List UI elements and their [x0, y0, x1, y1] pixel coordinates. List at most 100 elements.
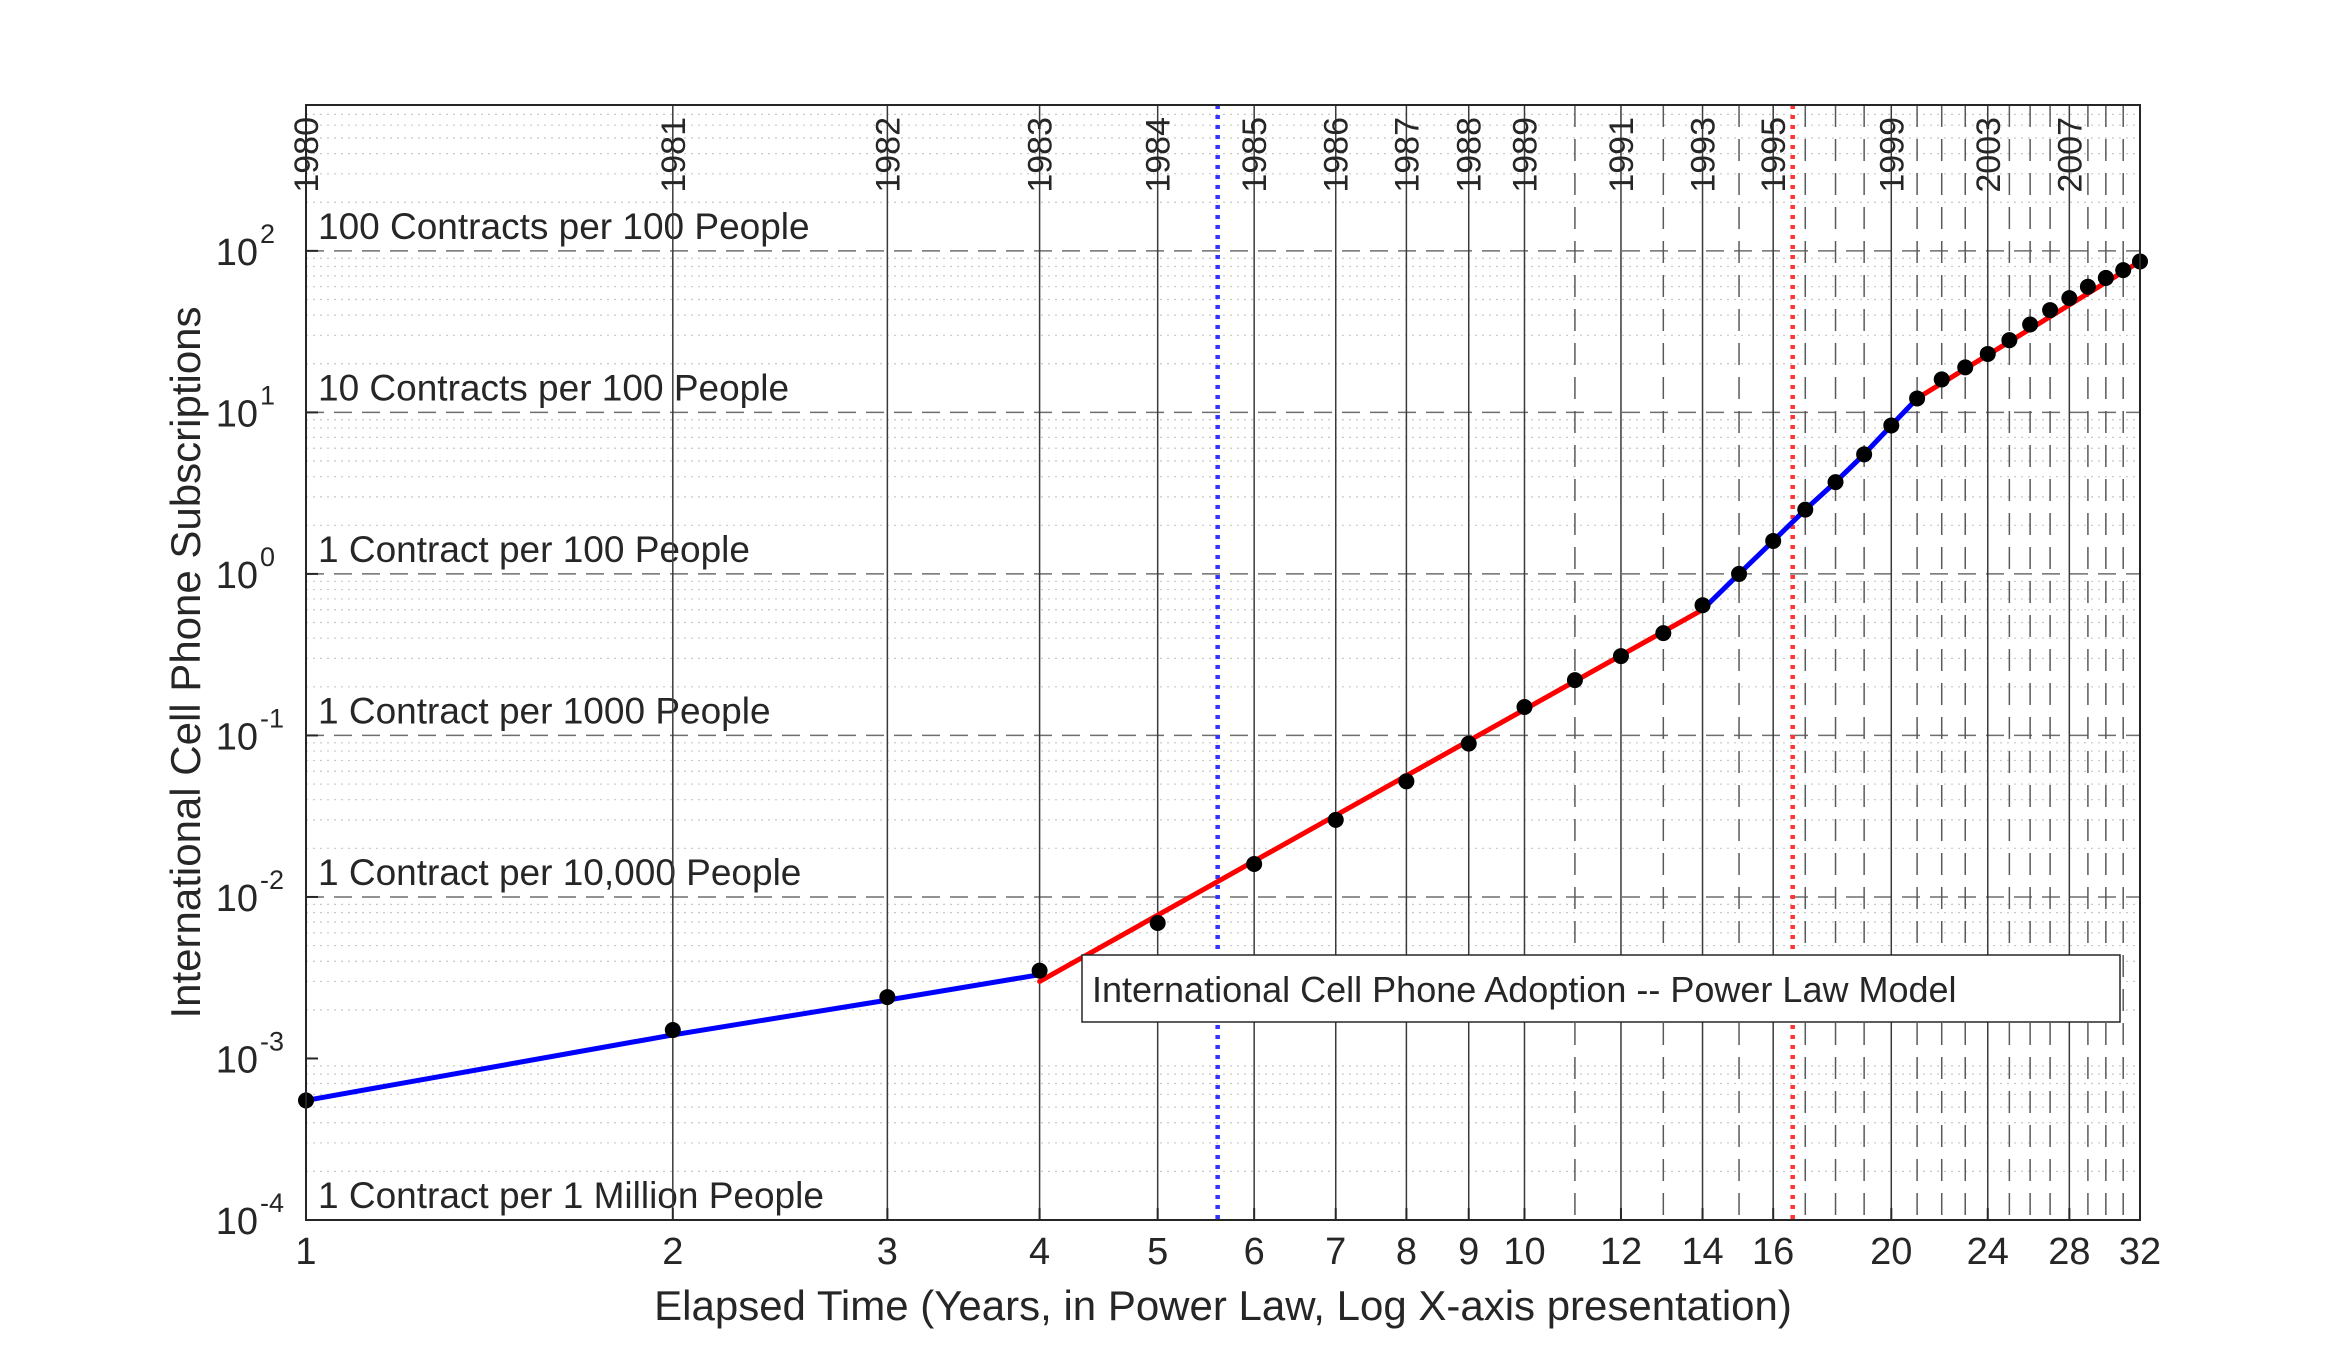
- y-tick-base: 10: [216, 232, 258, 274]
- x-tick-label: 20: [1870, 1231, 1912, 1273]
- level-label: 10 Contracts per 100 People: [318, 367, 789, 408]
- data-point: [1612, 648, 1629, 665]
- level-label: 1 Contract per 1 Million People: [318, 1175, 824, 1216]
- data-point: [1031, 962, 1048, 979]
- data-point: [1827, 474, 1844, 491]
- data-point: [1797, 501, 1814, 518]
- y-tick-base: 10: [216, 878, 258, 920]
- y-tick-exponent: -3: [260, 1026, 284, 1056]
- y-tick-exponent: 1: [260, 380, 275, 410]
- data-point: [1731, 565, 1748, 582]
- data-point: [1398, 773, 1415, 790]
- legend: International Cell Phone Adoption -- Pow…: [1081, 954, 2121, 1023]
- y-axis-title: International Cell Phone Subscriptions: [162, 306, 209, 1018]
- year-label: 1999: [1873, 117, 1911, 193]
- y-tick-base: 10: [216, 393, 258, 435]
- x-tick-label: 32: [2119, 1231, 2161, 1273]
- data-point: [1933, 371, 1950, 388]
- year-label: 1985: [1236, 117, 1274, 193]
- data-point: [1149, 914, 1166, 931]
- x-tick-label: 12: [1600, 1231, 1642, 1273]
- data-point: [1327, 811, 1344, 828]
- x-tick-label: 9: [1458, 1231, 1479, 1273]
- grid-layer: [306, 113, 2140, 1172]
- level-label: 1 Contract per 10,000 People: [318, 852, 801, 893]
- data-point: [1460, 735, 1477, 752]
- data-point: [2061, 290, 2078, 307]
- data-point: [2001, 332, 2018, 349]
- x-tick-label: 5: [1147, 1231, 1168, 1273]
- y-tick-exponent: 0: [260, 542, 275, 572]
- y-tick-label: 10: [216, 878, 258, 920]
- y-tick-base: 10: [216, 555, 258, 597]
- x-tick-label: 16: [1752, 1231, 1794, 1273]
- year-label: 1987: [1388, 117, 1426, 193]
- year-label: 2003: [1970, 117, 2008, 193]
- y-tick-label: 10: [216, 1201, 258, 1243]
- y-tick-exponent: -1: [260, 703, 284, 733]
- legend-box: [1081, 954, 2121, 1023]
- year-label: 1981: [655, 117, 693, 193]
- level-lines-layer: 100 Contracts per 100 People 10 Contracts…: [306, 206, 2140, 1216]
- year-label: 1991: [1603, 117, 1641, 193]
- level-label: 1 Contract per 1000 People: [318, 690, 771, 731]
- x-tick-label: 7: [1325, 1231, 1346, 1273]
- y-tick-exponent: -2: [260, 865, 284, 895]
- data-point: [2042, 302, 2059, 319]
- data-point: [2022, 316, 2039, 333]
- data-point: [1566, 672, 1583, 689]
- year-label: 1989: [1506, 117, 1544, 193]
- data-point: [2097, 269, 2114, 286]
- level-label: 100 Contracts per 100 People: [318, 206, 810, 247]
- x-tick-label: 14: [1681, 1231, 1723, 1273]
- x-tick-label: 6: [1244, 1231, 1265, 1273]
- y-tick-label: 10: [216, 716, 258, 758]
- x-tick-label: 1: [295, 1231, 316, 1273]
- y-tick-label: 10: [216, 555, 258, 597]
- year-label: 2007: [2051, 117, 2089, 193]
- data-point: [1694, 597, 1711, 614]
- year-label: 1995: [1755, 117, 1793, 193]
- legend-label: International Cell Phone Adoption -- Pow…: [1092, 969, 1957, 1010]
- series-line: [1037, 607, 1705, 984]
- data-point: [879, 989, 896, 1006]
- y-tick-exponent: 2: [260, 219, 275, 249]
- x-tick-label: 28: [2048, 1231, 2090, 1273]
- level-label: 1 Contract per 100 People: [318, 529, 750, 570]
- data-point: [1883, 417, 1900, 434]
- data-point: [1957, 359, 1974, 376]
- y-tick-base: 10: [216, 1201, 258, 1243]
- year-label: 1983: [1022, 117, 1060, 193]
- data-point: [2079, 278, 2096, 295]
- data-point: [1655, 625, 1672, 642]
- year-label: 1986: [1318, 117, 1356, 193]
- data-point: [664, 1022, 681, 1039]
- x-tick-label: 2: [662, 1231, 683, 1273]
- year-label: 1993: [1685, 117, 1723, 193]
- regime-markers-layer: [1215, 105, 1795, 1220]
- x-axis-title: Elapsed Time (Years, in Power Law, Log X…: [654, 1282, 1792, 1329]
- x-tick-label: 24: [1967, 1231, 2009, 1273]
- x-tick-label: 4: [1029, 1231, 1050, 1273]
- year-label: 1988: [1451, 117, 1489, 193]
- x-tick-label: 3: [877, 1231, 898, 1273]
- y-tick-label: 10: [216, 393, 258, 435]
- y-tick-base: 10: [216, 716, 258, 758]
- y-tick-exponent: -4: [260, 1188, 284, 1218]
- x-tick-label: 10: [1503, 1231, 1545, 1273]
- data-point: [1765, 532, 1782, 549]
- plot-frame: [305, 104, 2141, 1221]
- data-points-layer: [298, 253, 2148, 1109]
- data-point: [1516, 698, 1533, 715]
- data-point: [1246, 855, 1263, 872]
- data-point: [1909, 390, 1926, 407]
- series-line: [303, 972, 1043, 1103]
- year-label: 1982: [869, 117, 907, 193]
- year-label: 1984: [1140, 117, 1178, 193]
- y-tick-base: 10: [216, 1039, 258, 1081]
- y-tick-label: 10: [216, 232, 258, 274]
- data-point: [1856, 446, 1873, 463]
